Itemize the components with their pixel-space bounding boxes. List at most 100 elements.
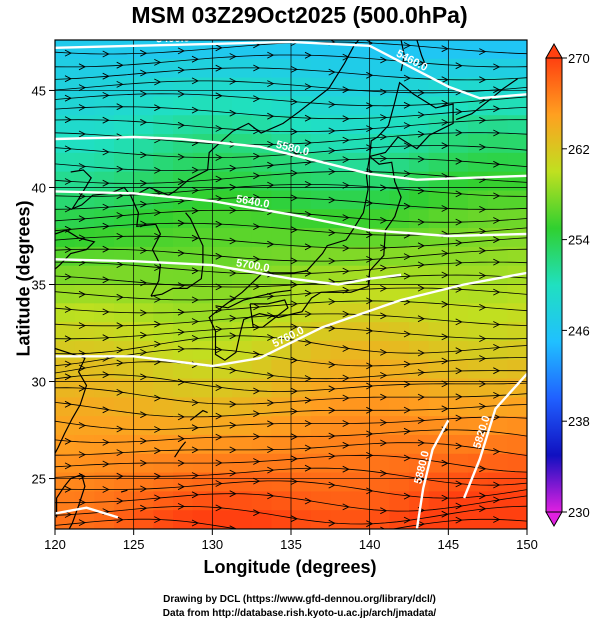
field-cell [192, 134, 213, 154]
field-cell [173, 359, 194, 380]
field-cell [74, 96, 95, 116]
wind-arrow [417, 417, 426, 424]
wind-arrow [78, 499, 87, 506]
wind-arrow [229, 446, 237, 454]
field-cell [153, 397, 174, 417]
wind-arrow [64, 246, 73, 254]
wind-arrow [305, 534, 311, 540]
wind-arrow [253, 350, 261, 358]
wind-arrow [116, 103, 124, 111]
field-cell [487, 190, 508, 210]
wind-arrow [342, 214, 350, 222]
field-cell [212, 77, 233, 98]
wind-arrow [304, 158, 313, 166]
wind-arrow [140, 309, 148, 317]
field-cell [133, 284, 154, 304]
wind-arrow [304, 243, 313, 251]
wind-arrow [493, 288, 501, 296]
field-cell [468, 77, 489, 98]
field-cell [251, 134, 272, 154]
wind-arrow [479, 505, 487, 513]
field-cell [192, 171, 213, 192]
field-cell [74, 322, 95, 342]
wind-arrow [380, 439, 388, 447]
wind-arrow [366, 102, 374, 110]
wind-arrow [154, 394, 162, 402]
y-tick-label: 45 [32, 83, 46, 98]
field-cell [409, 134, 430, 154]
field-cell [350, 340, 371, 361]
field-cell [271, 359, 292, 380]
field-cell [153, 416, 174, 436]
field-cell [133, 40, 154, 60]
wind-arrow [64, 437, 73, 445]
wind-arrow [102, 91, 110, 99]
field-cell [310, 171, 331, 192]
field-cell [55, 303, 76, 323]
field-cell [389, 246, 410, 267]
wind-arrow [177, 345, 186, 353]
wind-arrow [191, 77, 200, 85]
field-cell [428, 378, 449, 398]
field-cell [487, 340, 508, 361]
field-cell [487, 115, 508, 135]
field-cell [212, 265, 233, 286]
field-cell [310, 228, 331, 248]
field-cell [409, 284, 430, 304]
wind-arrow [403, 74, 412, 82]
wind-arrow [455, 157, 463, 165]
wind-arrow [290, 433, 299, 441]
wind-arrow [116, 80, 124, 88]
field-cell [173, 58, 194, 79]
wind-arrow [441, 494, 449, 502]
wind-arrow [342, 115, 350, 123]
field-cell [350, 228, 371, 248]
field-cell [409, 434, 430, 455]
wind-arrow [342, 345, 350, 352]
field-cell [369, 491, 390, 511]
field-cell [448, 303, 469, 323]
field-cell [468, 359, 489, 380]
field-cell [133, 171, 154, 192]
field-cell [173, 416, 194, 436]
field-cell [428, 209, 449, 229]
field-cell [74, 40, 95, 60]
x-tick-label: 150 [516, 537, 538, 552]
field-cell [74, 472, 95, 492]
wind-arrow [267, 446, 275, 454]
field-cell [369, 77, 390, 98]
field-cell [133, 115, 154, 135]
field-cell [232, 246, 253, 267]
wind-arrow [102, 486, 110, 493]
field-cell [487, 58, 508, 79]
wind-arrow [215, 175, 223, 183]
coastline [70, 169, 131, 211]
wind-arrow [64, 306, 73, 313]
field-cell [212, 510, 233, 529]
wind-arrow [102, 334, 110, 342]
wind-arrow [403, 360, 412, 368]
wind-arrow [304, 375, 313, 382]
field-cell [94, 397, 115, 417]
field-cell [487, 96, 508, 116]
wind-arrow [479, 380, 487, 388]
field-cell [468, 134, 489, 154]
wind-arrow [493, 321, 501, 328]
wind-arrow [177, 328, 186, 336]
field-cell [468, 171, 489, 192]
field-cell [389, 397, 410, 417]
wind-arrow [366, 144, 374, 152]
field-cell [487, 77, 508, 98]
wind-arrow [417, 369, 426, 376]
field-cell [350, 96, 371, 116]
field-cell [350, 472, 371, 492]
field-cell [271, 96, 292, 116]
field-cell [232, 134, 253, 154]
field-cell [448, 171, 469, 192]
wind-arrow [417, 475, 426, 483]
x-tick-label: 135 [280, 537, 302, 552]
field-cell [94, 77, 115, 98]
field-cell [448, 416, 469, 436]
wind-arrow [215, 44, 223, 52]
wind-arrow [328, 68, 336, 76]
